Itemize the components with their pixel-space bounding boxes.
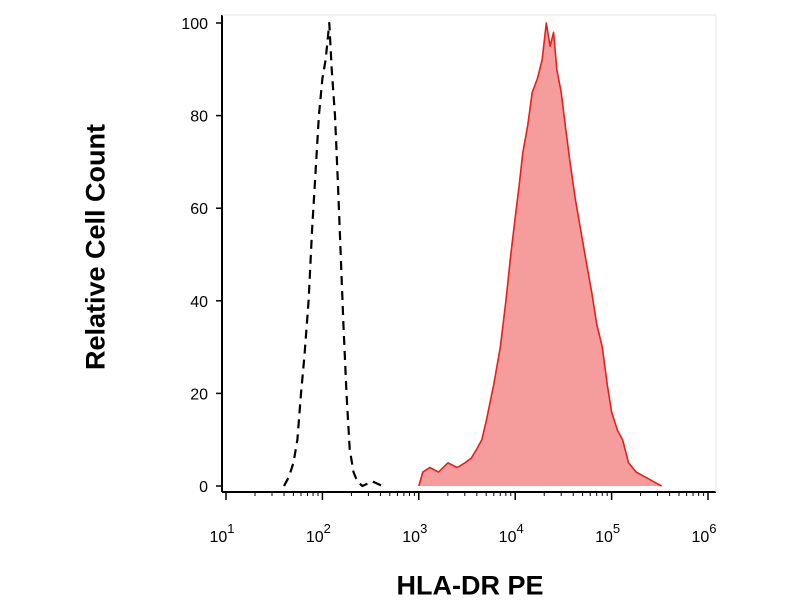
x-tick-label-1: 102 — [306, 521, 331, 546]
y-tick-label-3: 60 — [190, 201, 208, 218]
y-tick-label-2: 40 — [190, 294, 208, 311]
series-1-line — [418, 22, 662, 487]
series-1-area — [418, 23, 662, 486]
x-tick-label-4: 105 — [595, 521, 620, 546]
y-tick-label-1: 20 — [190, 386, 208, 403]
series-0-line — [283, 21, 383, 488]
x-tick-label-2: 103 — [402, 521, 427, 546]
x-tick-label-5: 106 — [691, 521, 716, 546]
y-tick-label-5: 100 — [181, 16, 208, 33]
axes-layer: 0 20 40 60 80 100 101 102 103 104 105 106 — [181, 14, 717, 546]
x-axis-label: HLA-DR PE — [396, 570, 544, 601]
x-tick-label-0: 101 — [209, 521, 234, 546]
y-tick-label-0: 0 — [199, 479, 208, 496]
x-tick-label-3: 104 — [499, 521, 524, 546]
series-layer — [283, 21, 662, 488]
y-tick-label-4: 80 — [190, 109, 208, 126]
y-axis-label: Relative Cell Count — [80, 123, 111, 371]
